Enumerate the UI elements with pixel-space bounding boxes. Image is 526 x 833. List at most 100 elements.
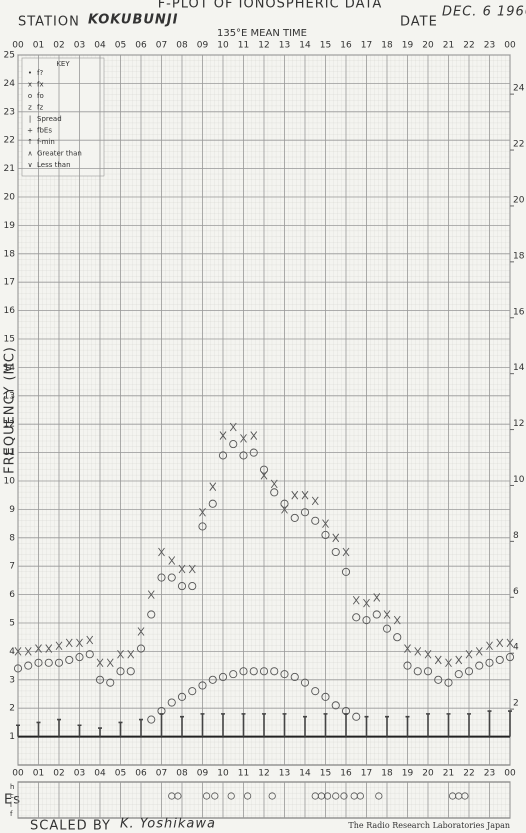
y-tick-label: 9	[9, 505, 15, 515]
fmin-point	[16, 724, 20, 737]
fx-point	[229, 422, 237, 432]
x-tick-label: 21	[443, 769, 454, 779]
fmin-point	[487, 710, 492, 737]
fx-point	[35, 644, 42, 653]
fo-point	[65, 655, 74, 664]
y2-tick-label: 18	[513, 251, 525, 261]
x-tick-label: 05	[115, 41, 126, 51]
x-tick-label: 11	[238, 41, 249, 51]
key-label: f-min	[37, 138, 55, 146]
es-mark	[461, 792, 469, 800]
station-label: STATION	[18, 15, 80, 30]
fo-point	[106, 678, 115, 687]
x-tick-label: 03	[74, 41, 85, 51]
x-tick-label: 10	[217, 769, 229, 779]
x-tick-label: 15	[320, 41, 331, 51]
x-tick-label: 00	[504, 41, 516, 51]
x-tick-label: 16	[340, 41, 352, 51]
key-label: fz	[37, 104, 43, 112]
fo-point	[147, 715, 156, 724]
fx-point	[24, 647, 32, 656]
x-tick-label: 08	[176, 41, 188, 51]
fmin-point	[139, 718, 143, 737]
fx-point	[199, 507, 206, 517]
x-tick-label: 04	[94, 769, 106, 779]
fmin-point	[98, 727, 102, 737]
fx-point	[65, 638, 73, 648]
y-tick-label: 2	[9, 704, 15, 714]
es-mark	[227, 792, 235, 800]
fo-point	[300, 678, 310, 687]
fmin-point	[262, 713, 266, 737]
x-tick-label: 02	[53, 769, 64, 779]
fo-point	[270, 667, 279, 676]
fo-point	[464, 667, 474, 676]
fo-point	[239, 667, 248, 676]
x-tick-label: 18	[381, 769, 393, 779]
es-mark	[356, 792, 364, 800]
fmin-point	[364, 715, 369, 737]
y-tick-label: 5	[9, 619, 15, 629]
fx-point	[486, 641, 493, 650]
y2-tick-label: 22	[513, 140, 524, 150]
fmin-point	[118, 721, 123, 737]
fx-point	[137, 627, 145, 636]
key-label: f?	[37, 69, 43, 77]
fo-point	[372, 610, 381, 619]
fmin-point	[241, 713, 246, 737]
scaled-by: K. Yoshikawa	[120, 817, 216, 832]
fmin-point	[446, 713, 451, 737]
fo-point	[300, 508, 310, 517]
key-label: fbEs	[37, 127, 52, 135]
fmin-point	[508, 710, 512, 737]
fo-point	[13, 664, 23, 673]
es-mark	[323, 792, 332, 800]
es-label: Es	[4, 793, 21, 808]
x-tick-label: 12	[258, 769, 269, 779]
x-tick-label: 16	[340, 769, 352, 779]
y-tick-label: 18	[4, 249, 16, 259]
date-label: DATE	[400, 15, 438, 30]
fx-point	[404, 644, 411, 653]
fo-point	[54, 658, 64, 667]
fx-point	[55, 641, 63, 650]
fo-point	[229, 670, 238, 679]
key-symbol: +	[27, 127, 33, 135]
key-symbol: z	[28, 104, 32, 112]
fo-point	[475, 661, 484, 670]
fx-point	[219, 431, 227, 440]
fo-point	[290, 513, 299, 522]
fo-point	[208, 675, 217, 684]
y2-tick-label: 10	[513, 475, 525, 485]
x-tick-label: 14	[299, 769, 311, 779]
fmin-point	[426, 713, 430, 737]
fo-point	[505, 653, 515, 662]
x-tick-label: 13	[279, 41, 290, 51]
x-tick-label: 19	[402, 769, 414, 779]
station: KOKUBUNJI	[88, 13, 178, 28]
fo-point	[280, 499, 289, 508]
fo-point	[393, 633, 402, 642]
x-tick-label: 01	[33, 41, 44, 51]
fo-point	[259, 667, 269, 676]
fmin-point	[200, 713, 205, 737]
fmin-point	[344, 713, 348, 737]
y-tick-label: 4	[9, 647, 15, 657]
y-tick-label: 19	[4, 221, 16, 231]
y-tick-label: 24	[4, 79, 16, 89]
y2-tick-label: 2	[513, 699, 519, 709]
fmin-point	[57, 718, 61, 737]
es-row-label: h	[10, 783, 14, 791]
fx-point	[506, 638, 514, 648]
x-tick-label: 01	[33, 769, 44, 779]
es-mark	[375, 792, 383, 800]
fo-point	[270, 488, 279, 497]
fo-point	[311, 516, 320, 525]
fo-point	[188, 687, 197, 696]
fo-point	[147, 610, 156, 619]
x-tick-label: 20	[422, 769, 434, 779]
fo-point	[167, 698, 176, 707]
fx-point	[301, 490, 309, 500]
fmin-point	[323, 713, 328, 737]
